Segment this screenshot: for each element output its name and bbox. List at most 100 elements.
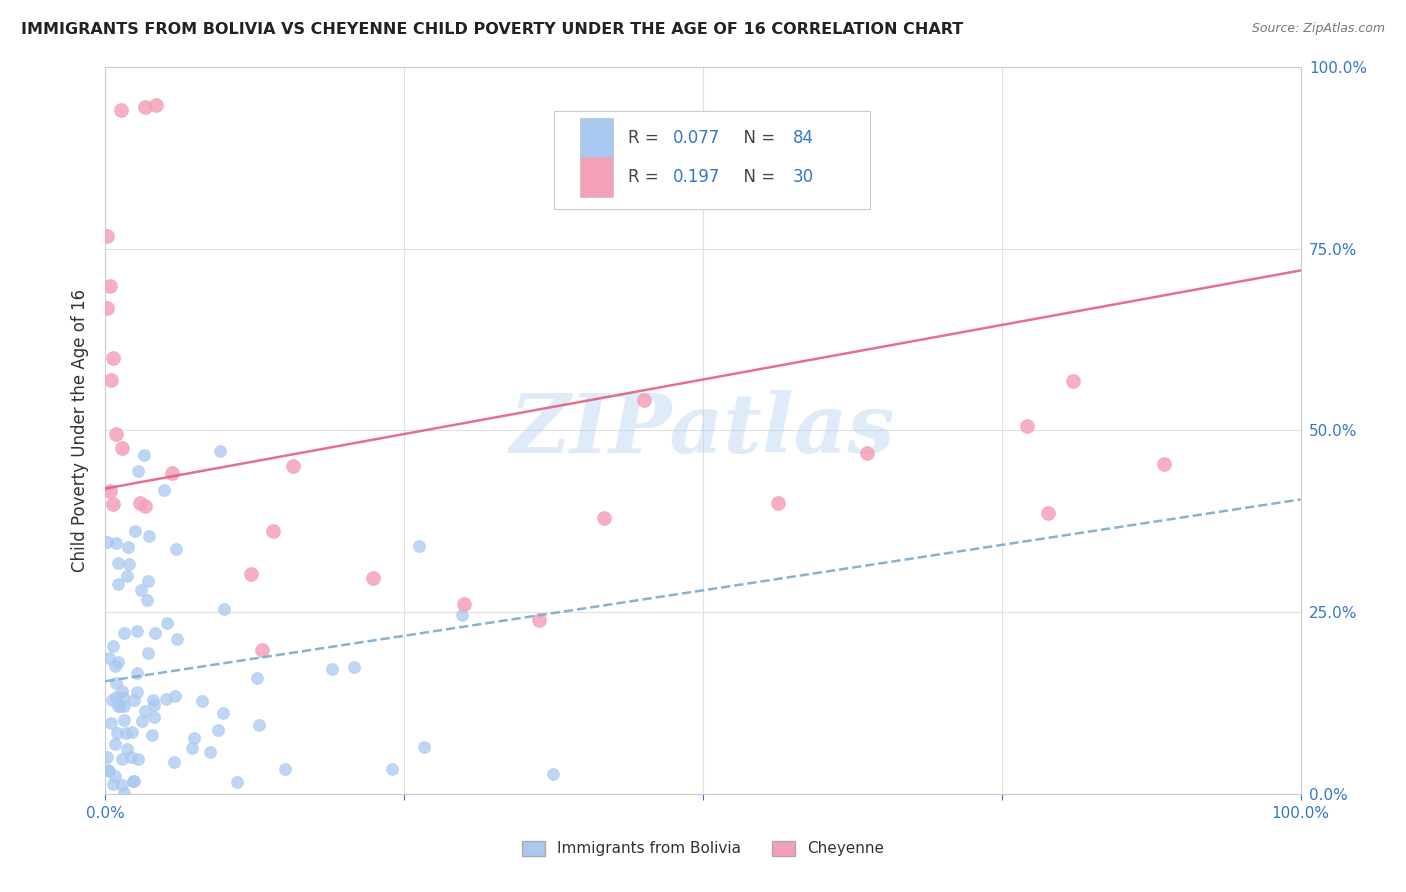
- Point: [162, 756, 184, 770]
- Point: [141, 728, 163, 742]
- Point: [343, 660, 366, 674]
- Point: [117, 540, 139, 554]
- Point: [281, 458, 304, 473]
- Point: [112, 626, 135, 640]
- Point: [115, 569, 138, 583]
- Point: [142, 693, 165, 707]
- Point: [96, 534, 118, 549]
- Point: [768, 496, 790, 510]
- Point: [98, 483, 121, 498]
- Point: [96, 750, 118, 764]
- Point: [181, 741, 204, 756]
- Point: [208, 444, 231, 458]
- Point: [246, 672, 269, 686]
- Point: [132, 448, 155, 462]
- Point: [183, 731, 205, 746]
- Point: [118, 558, 141, 572]
- Point: [107, 577, 129, 591]
- Text: 84: 84: [793, 129, 814, 147]
- Point: [166, 632, 188, 646]
- Point: [207, 723, 229, 737]
- Point: [100, 373, 122, 387]
- Text: 30: 30: [793, 169, 814, 186]
- Point: [541, 766, 564, 780]
- Point: [110, 103, 132, 117]
- Point: [122, 773, 145, 788]
- Point: [134, 100, 156, 114]
- Point: [145, 98, 167, 112]
- Point: [155, 691, 177, 706]
- Point: [111, 690, 134, 704]
- Point: [107, 556, 129, 570]
- Point: [104, 676, 127, 690]
- Text: N =: N =: [733, 129, 780, 147]
- Point: [122, 773, 145, 788]
- Point: [274, 762, 297, 776]
- Point: [104, 427, 127, 442]
- Point: [131, 714, 153, 729]
- Point: [190, 694, 212, 708]
- FancyBboxPatch shape: [554, 111, 870, 209]
- Point: [101, 693, 124, 707]
- Point: [107, 698, 129, 713]
- FancyBboxPatch shape: [579, 118, 613, 158]
- Point: [361, 571, 384, 585]
- Point: [165, 541, 187, 556]
- Point: [198, 745, 221, 759]
- Point: [96, 301, 118, 315]
- Point: [138, 529, 160, 543]
- Point: [453, 597, 475, 611]
- Point: [112, 786, 135, 800]
- FancyBboxPatch shape: [579, 157, 613, 197]
- Point: [127, 752, 149, 766]
- Point: [321, 662, 343, 676]
- Point: [408, 540, 430, 554]
- Point: [124, 524, 146, 539]
- Point: [100, 716, 122, 731]
- Point: [98, 650, 121, 665]
- Point: [136, 574, 159, 589]
- Point: [136, 593, 159, 607]
- Point: [127, 463, 149, 477]
- Text: R =: R =: [627, 169, 664, 186]
- Point: [225, 775, 247, 789]
- Point: [96, 228, 118, 243]
- Point: [124, 693, 146, 707]
- Point: [381, 762, 404, 776]
- Point: [1062, 374, 1084, 388]
- Point: [143, 698, 166, 712]
- Point: [163, 689, 186, 703]
- Y-axis label: Child Poverty Under the Age of 16: Child Poverty Under the Age of 16: [72, 289, 90, 572]
- Point: [107, 655, 129, 669]
- Point: [117, 742, 139, 756]
- Point: [153, 483, 176, 498]
- Point: [105, 536, 128, 550]
- Point: [104, 690, 127, 704]
- Point: [115, 726, 138, 740]
- Text: N =: N =: [733, 169, 780, 186]
- Point: [134, 705, 156, 719]
- Point: [103, 777, 125, 791]
- Point: [593, 510, 616, 524]
- Point: [120, 750, 142, 764]
- Point: [121, 725, 143, 739]
- Point: [108, 698, 131, 713]
- Point: [212, 601, 235, 615]
- Point: [97, 763, 120, 777]
- Point: [98, 279, 121, 293]
- Point: [111, 779, 134, 793]
- Text: IMMIGRANTS FROM BOLIVIA VS CHEYENNE CHILD POVERTY UNDER THE AGE OF 16 CORRELATIO: IMMIGRANTS FROM BOLIVIA VS CHEYENNE CHIL…: [21, 22, 963, 37]
- Point: [247, 718, 270, 732]
- Point: [103, 497, 125, 511]
- Text: Source: ZipAtlas.com: Source: ZipAtlas.com: [1251, 22, 1385, 36]
- Point: [856, 446, 879, 460]
- Point: [160, 467, 183, 481]
- Text: R =: R =: [627, 129, 664, 147]
- Point: [101, 351, 124, 366]
- Point: [112, 699, 135, 714]
- Point: [412, 740, 434, 755]
- Point: [104, 769, 127, 783]
- Point: [112, 714, 135, 728]
- Point: [212, 706, 235, 720]
- Point: [450, 607, 472, 622]
